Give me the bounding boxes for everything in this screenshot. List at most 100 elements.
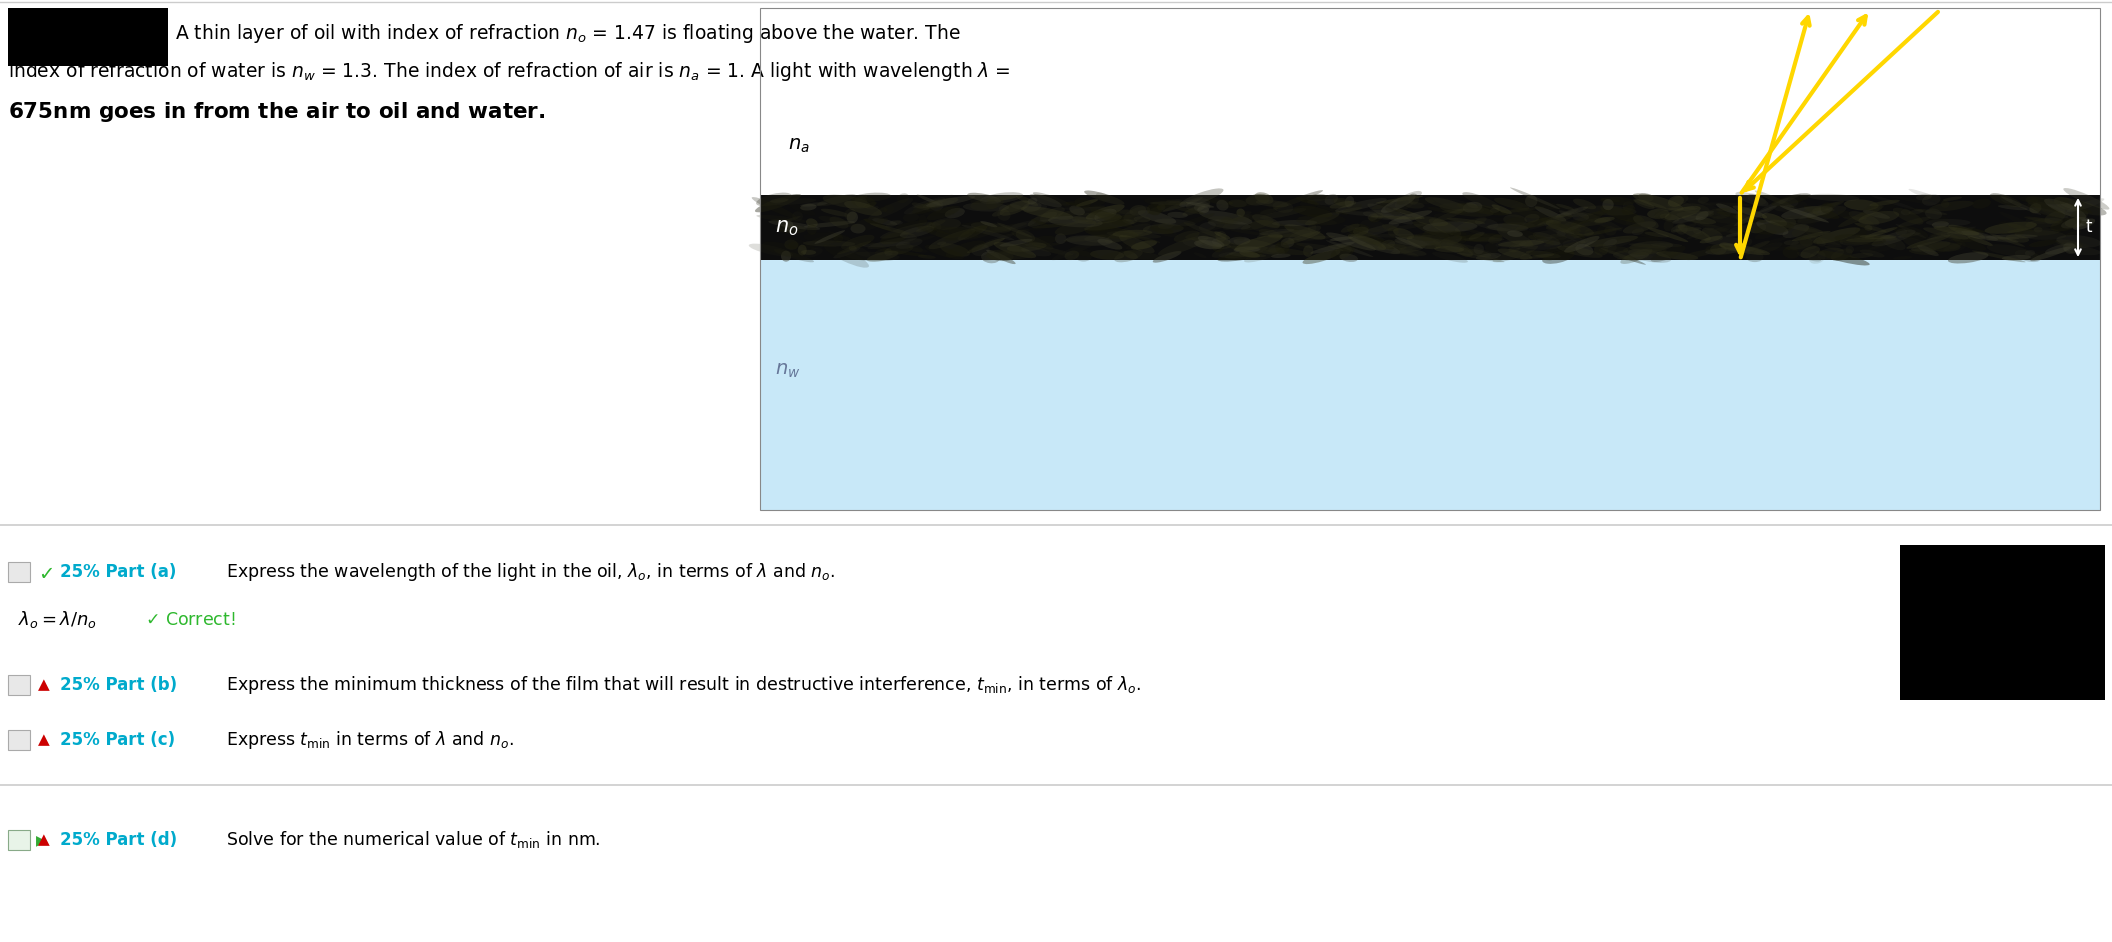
- Ellipse shape: [1664, 219, 1673, 231]
- Ellipse shape: [986, 251, 1014, 261]
- Ellipse shape: [1394, 236, 1440, 246]
- Ellipse shape: [845, 201, 883, 216]
- Ellipse shape: [1698, 197, 1709, 203]
- Ellipse shape: [1094, 209, 1117, 221]
- Ellipse shape: [1804, 236, 1842, 247]
- Ellipse shape: [1233, 247, 1261, 252]
- Ellipse shape: [1407, 236, 1440, 250]
- Ellipse shape: [1174, 206, 1204, 215]
- Ellipse shape: [1985, 237, 2019, 240]
- Ellipse shape: [1685, 198, 1728, 217]
- Ellipse shape: [1214, 232, 1229, 239]
- Ellipse shape: [1468, 232, 1485, 240]
- Ellipse shape: [1770, 219, 1823, 233]
- Ellipse shape: [1115, 240, 1136, 252]
- Ellipse shape: [1726, 233, 1742, 237]
- Ellipse shape: [1529, 235, 1554, 243]
- Bar: [8, 730, 30, 750]
- Ellipse shape: [771, 198, 788, 203]
- Ellipse shape: [1605, 226, 1616, 236]
- Ellipse shape: [1115, 250, 1143, 262]
- Ellipse shape: [1394, 228, 1413, 239]
- Ellipse shape: [1861, 235, 1897, 239]
- Ellipse shape: [853, 217, 885, 231]
- Ellipse shape: [1466, 202, 1478, 208]
- Text: index of refraction of water is $n_w$ = 1.3. The index of refraction of air is $: index of refraction of water is $n_w$ = …: [8, 60, 1012, 83]
- Ellipse shape: [752, 197, 796, 219]
- Ellipse shape: [2063, 188, 2110, 210]
- Ellipse shape: [1098, 209, 1119, 219]
- Ellipse shape: [1369, 214, 1377, 220]
- Ellipse shape: [1100, 250, 1136, 259]
- Text: ▶: ▶: [36, 833, 46, 847]
- Ellipse shape: [940, 243, 969, 256]
- Ellipse shape: [1544, 234, 1582, 247]
- Ellipse shape: [1455, 217, 1487, 232]
- Ellipse shape: [1668, 195, 1687, 207]
- Ellipse shape: [1415, 217, 1449, 226]
- Ellipse shape: [1601, 198, 1620, 203]
- Ellipse shape: [847, 244, 870, 257]
- Ellipse shape: [1548, 224, 1582, 230]
- Ellipse shape: [1335, 207, 1362, 214]
- Ellipse shape: [2000, 195, 2013, 203]
- Ellipse shape: [1048, 216, 1102, 227]
- Ellipse shape: [925, 196, 976, 207]
- Ellipse shape: [1426, 236, 1466, 248]
- Ellipse shape: [864, 202, 876, 208]
- Ellipse shape: [993, 242, 1037, 258]
- Ellipse shape: [1797, 252, 1821, 262]
- Ellipse shape: [1423, 221, 1478, 233]
- Ellipse shape: [1548, 250, 1573, 254]
- Ellipse shape: [1546, 224, 1561, 230]
- Ellipse shape: [910, 245, 923, 252]
- Ellipse shape: [1388, 210, 1432, 224]
- Ellipse shape: [2074, 205, 2093, 213]
- Ellipse shape: [1345, 196, 1354, 207]
- Ellipse shape: [906, 247, 927, 252]
- Ellipse shape: [1409, 200, 1434, 204]
- Ellipse shape: [1149, 226, 1174, 235]
- Ellipse shape: [1901, 209, 1911, 215]
- Ellipse shape: [1183, 205, 1206, 216]
- Ellipse shape: [1825, 246, 1844, 252]
- Ellipse shape: [1802, 203, 1840, 213]
- Ellipse shape: [904, 197, 946, 214]
- Ellipse shape: [1396, 191, 1421, 204]
- Ellipse shape: [1529, 217, 1563, 230]
- Ellipse shape: [1200, 222, 1217, 231]
- Ellipse shape: [1584, 236, 1639, 247]
- Ellipse shape: [984, 252, 1012, 261]
- Ellipse shape: [1799, 246, 1821, 258]
- Ellipse shape: [1185, 202, 1214, 207]
- Ellipse shape: [1020, 243, 1062, 249]
- Ellipse shape: [2030, 203, 2042, 214]
- Ellipse shape: [1985, 221, 2036, 234]
- Ellipse shape: [912, 203, 929, 210]
- Ellipse shape: [845, 252, 900, 261]
- Ellipse shape: [1187, 199, 1210, 210]
- Ellipse shape: [1700, 203, 1751, 206]
- Ellipse shape: [1153, 252, 1181, 263]
- Ellipse shape: [1597, 225, 1609, 234]
- Ellipse shape: [1538, 209, 1578, 226]
- Ellipse shape: [1440, 209, 1481, 213]
- Ellipse shape: [1058, 206, 1107, 217]
- Ellipse shape: [1331, 201, 1356, 208]
- Ellipse shape: [1924, 227, 1968, 239]
- Ellipse shape: [1791, 231, 1831, 241]
- Ellipse shape: [1217, 252, 1263, 262]
- Ellipse shape: [1514, 198, 1561, 209]
- Ellipse shape: [1894, 226, 1928, 240]
- Ellipse shape: [1198, 206, 1210, 213]
- Ellipse shape: [1816, 248, 1844, 260]
- Ellipse shape: [917, 210, 955, 215]
- Ellipse shape: [1622, 205, 1635, 215]
- Ellipse shape: [1660, 214, 1679, 221]
- Ellipse shape: [986, 250, 1016, 264]
- Ellipse shape: [1928, 228, 1958, 239]
- Ellipse shape: [895, 220, 927, 229]
- Ellipse shape: [1267, 244, 1282, 252]
- Ellipse shape: [1339, 253, 1358, 262]
- Ellipse shape: [1764, 247, 1799, 251]
